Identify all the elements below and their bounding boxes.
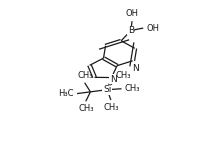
Text: CH₃: CH₃ [78,104,93,113]
Text: CH₃: CH₃ [115,71,131,80]
Text: N: N [109,75,116,84]
Text: B: B [127,26,133,35]
Text: CH₃: CH₃ [124,84,140,93]
Text: Si: Si [102,85,111,94]
Text: CH₃: CH₃ [77,71,92,80]
Text: OH: OH [146,24,159,33]
Text: CH₃: CH₃ [103,103,118,112]
Text: H₃C: H₃C [57,89,73,98]
Text: N: N [132,64,138,73]
Text: OH: OH [125,9,138,18]
